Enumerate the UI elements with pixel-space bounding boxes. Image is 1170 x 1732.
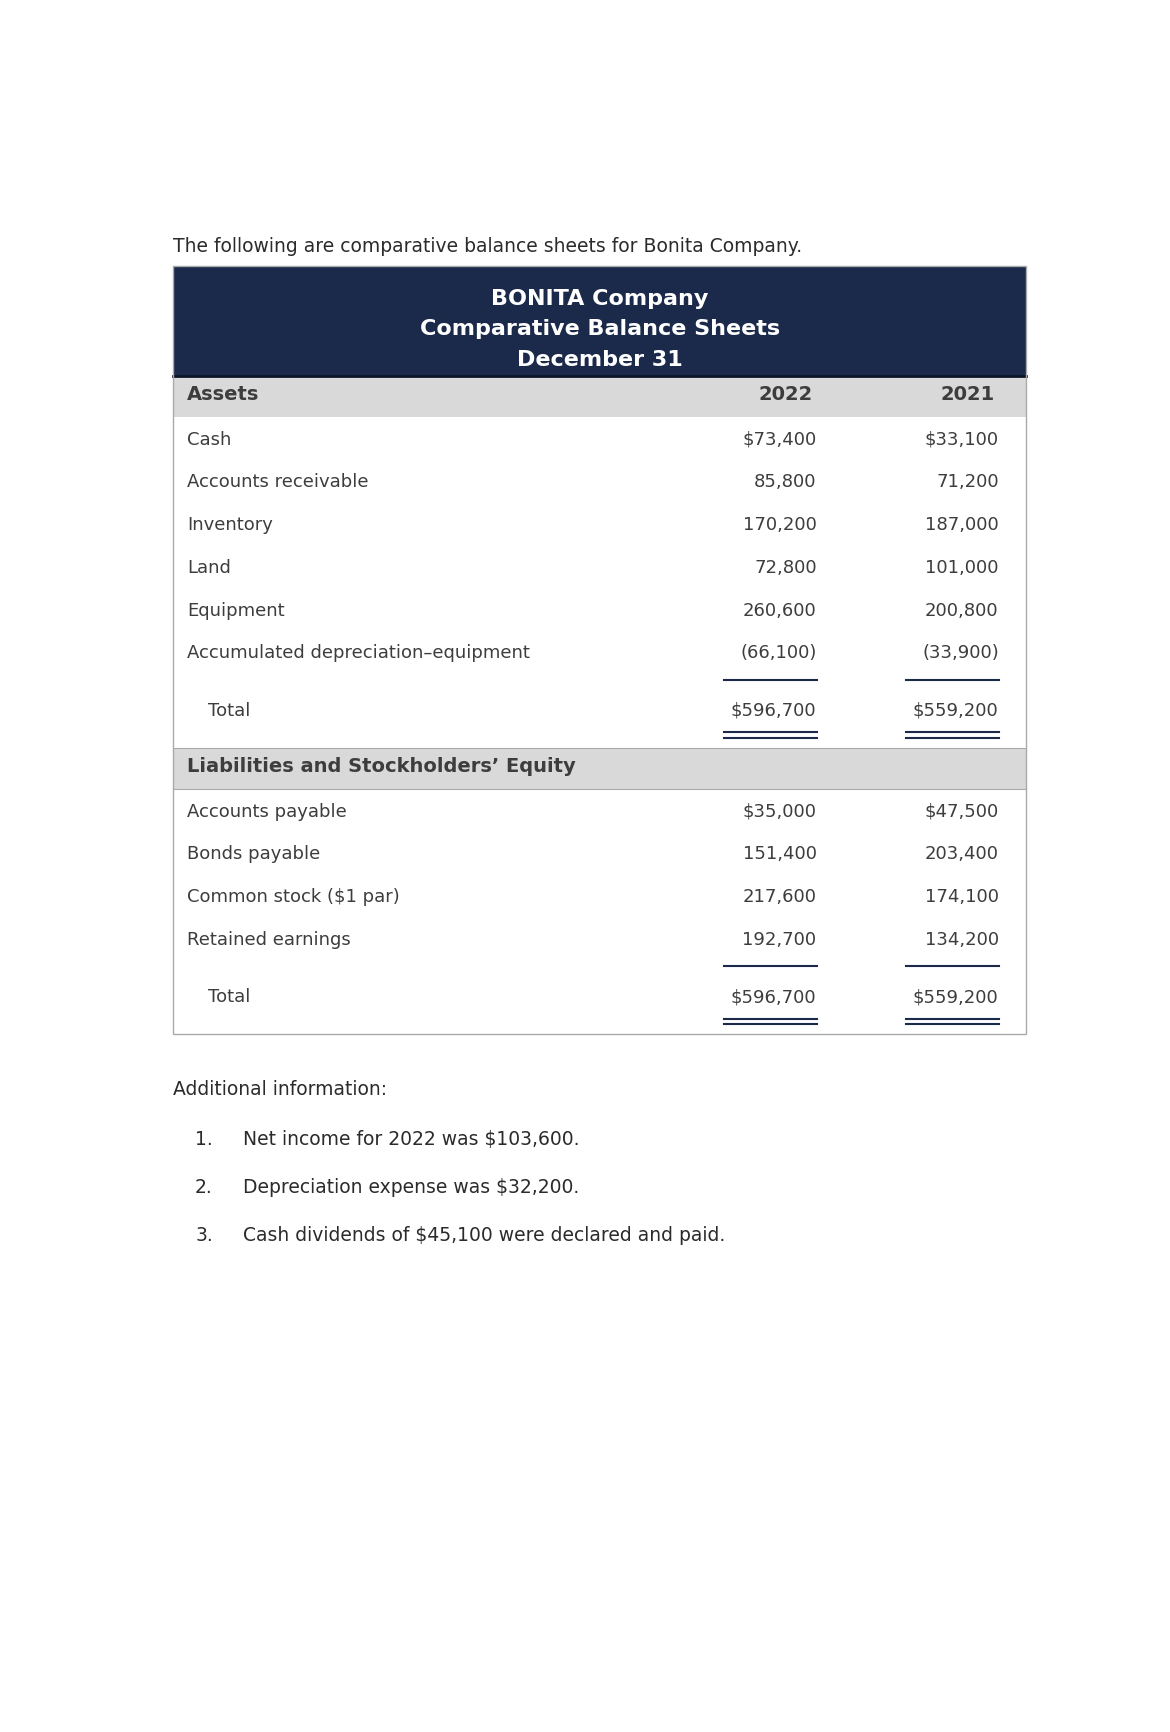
Text: 170,200: 170,200 — [743, 516, 817, 533]
Text: 134,200: 134,200 — [924, 930, 999, 949]
Text: Accounts payable: Accounts payable — [187, 802, 347, 821]
Text: 174,100: 174,100 — [924, 889, 999, 906]
Text: Common stock ($1 par): Common stock ($1 par) — [187, 889, 400, 906]
Text: 200,800: 200,800 — [925, 601, 999, 620]
Text: Cash: Cash — [187, 431, 232, 449]
Text: 187,000: 187,000 — [925, 516, 999, 533]
Text: $35,000: $35,000 — [743, 802, 817, 821]
Text: Net income for 2022 was $103,600.: Net income for 2022 was $103,600. — [243, 1131, 579, 1150]
Text: Additional information:: Additional information: — [173, 1081, 387, 1100]
Text: Cash dividends of $45,100 were declared and paid.: Cash dividends of $45,100 were declared … — [243, 1226, 725, 1245]
Text: Total: Total — [208, 701, 250, 721]
Text: 2.: 2. — [195, 1178, 213, 1197]
Text: The following are comparative balance sheets for Bonita Company.: The following are comparative balance sh… — [173, 237, 803, 256]
Bar — [173, 265, 1026, 376]
Text: Liabilities and Stockholders’ Equity: Liabilities and Stockholders’ Equity — [187, 757, 576, 776]
Text: $33,100: $33,100 — [924, 431, 999, 449]
Text: 101,000: 101,000 — [925, 559, 999, 577]
Text: Comparative Balance Sheets: Comparative Balance Sheets — [420, 319, 779, 339]
Text: 2022: 2022 — [758, 385, 813, 404]
Text: $559,200: $559,200 — [913, 987, 999, 1006]
Text: $596,700: $596,700 — [731, 987, 817, 1006]
Text: 1.: 1. — [195, 1131, 213, 1150]
Text: Total: Total — [208, 987, 250, 1006]
Text: Retained earnings: Retained earnings — [187, 930, 351, 949]
Bar — [173, 376, 1026, 417]
Text: Depreciation expense was $32,200.: Depreciation expense was $32,200. — [243, 1178, 579, 1197]
Text: 203,400: 203,400 — [924, 845, 999, 863]
Text: 72,800: 72,800 — [753, 559, 817, 577]
Text: Accumulated depreciation–equipment: Accumulated depreciation–equipment — [187, 644, 530, 662]
Text: 85,800: 85,800 — [755, 473, 817, 492]
Text: 3.: 3. — [195, 1226, 213, 1245]
Text: $559,200: $559,200 — [913, 701, 999, 721]
Text: (33,900): (33,900) — [922, 644, 999, 662]
Text: Land: Land — [187, 559, 232, 577]
Text: BONITA Company: BONITA Company — [491, 289, 708, 308]
Text: 192,700: 192,700 — [743, 930, 817, 949]
Text: $73,400: $73,400 — [743, 431, 817, 449]
Text: December 31: December 31 — [517, 350, 682, 371]
Bar — [173, 265, 1026, 1034]
Text: 2021: 2021 — [941, 385, 994, 404]
Bar — [173, 748, 1026, 790]
Text: Accounts receivable: Accounts receivable — [187, 473, 369, 492]
Text: Assets: Assets — [187, 385, 260, 404]
Text: Inventory: Inventory — [187, 516, 274, 533]
Text: (66,100): (66,100) — [741, 644, 817, 662]
Text: Equipment: Equipment — [187, 601, 285, 620]
Text: Bonds payable: Bonds payable — [187, 845, 321, 863]
Text: $596,700: $596,700 — [731, 701, 817, 721]
Text: 151,400: 151,400 — [743, 845, 817, 863]
Text: 217,600: 217,600 — [743, 889, 817, 906]
Text: 260,600: 260,600 — [743, 601, 817, 620]
Text: 71,200: 71,200 — [936, 473, 999, 492]
Text: $47,500: $47,500 — [924, 802, 999, 821]
